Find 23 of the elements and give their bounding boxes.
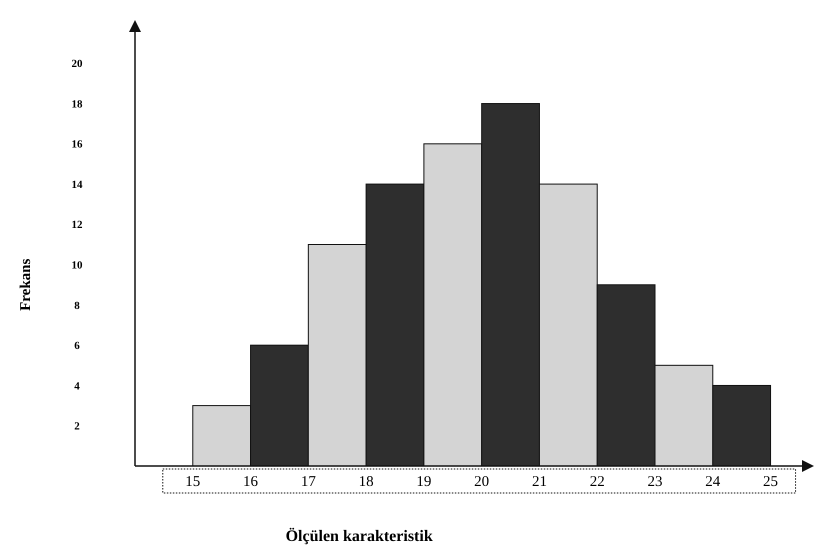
- x-tick-label: 25: [763, 474, 778, 490]
- x-tick-label: 18: [358, 474, 374, 490]
- y-tick-label: 14: [72, 178, 83, 191]
- x-tick-label: 16: [243, 474, 259, 490]
- x-tick-label: 19: [416, 474, 432, 490]
- y-tick-label: 12: [72, 219, 83, 232]
- x-tick-label: 15: [185, 474, 200, 490]
- x-tick-label: 20: [474, 474, 490, 490]
- y-axis-title: Frekans: [18, 258, 34, 311]
- x-tick-label: 23: [648, 474, 662, 490]
- x-tick-label: 22: [590, 474, 605, 490]
- y-tick-label: 10: [72, 259, 83, 272]
- y-tick-label: 2: [74, 420, 80, 433]
- y-tick-label: 6: [74, 340, 80, 352]
- y-tick-label: 16: [72, 138, 83, 151]
- x-axis-title: Ölçülen karakteristik: [286, 527, 433, 545]
- y-tick-label: 18: [72, 98, 83, 110]
- y-tick-label: 4: [74, 380, 80, 392]
- x-tick-label: 24: [705, 474, 721, 490]
- x-tick-label: 21: [532, 474, 547, 490]
- y-tick-label: 20: [72, 58, 83, 70]
- x-tick-label: 17: [300, 474, 316, 490]
- y-tick-label: 8: [74, 300, 80, 312]
